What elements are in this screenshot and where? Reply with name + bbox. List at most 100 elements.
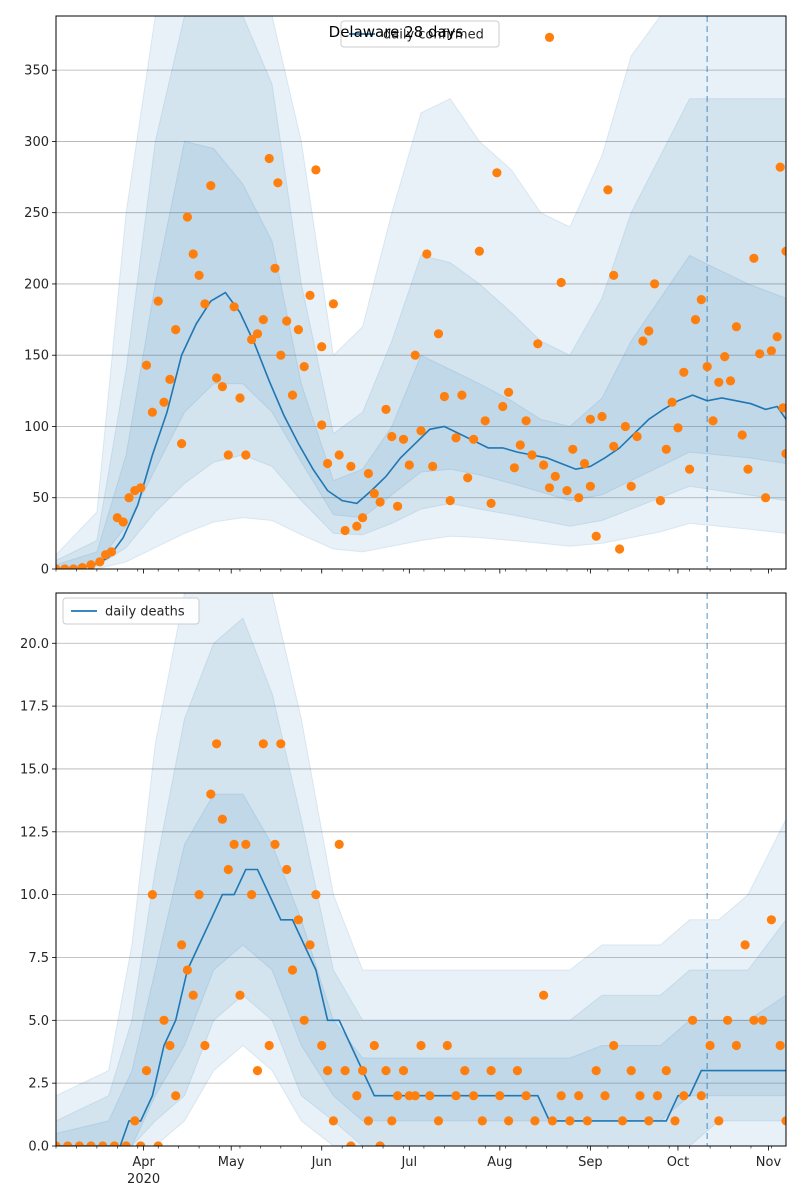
data-point (56, 1141, 61, 1146)
data-point (679, 1091, 689, 1101)
data-point (515, 440, 525, 450)
data-point (206, 789, 216, 799)
data-point (206, 181, 216, 191)
data-point (743, 464, 753, 474)
data-point (188, 990, 198, 1000)
data-point (661, 1066, 671, 1076)
data-point (714, 1116, 724, 1126)
data-point (781, 1116, 786, 1126)
data-point (212, 739, 222, 749)
data-point (293, 325, 303, 335)
data-point (556, 277, 566, 288)
data-point (165, 374, 175, 384)
data-point (533, 339, 543, 349)
data-point (387, 1116, 397, 1126)
data-point (159, 397, 169, 407)
data-point (463, 473, 473, 483)
data-point (317, 342, 327, 352)
y-tick-label: 300 (24, 135, 49, 150)
data-point (486, 1066, 496, 1076)
data-point (200, 299, 210, 309)
data-point (638, 336, 648, 346)
data-point (775, 162, 785, 172)
data-point (652, 1091, 663, 1101)
data-point (696, 1091, 706, 1101)
data-point (177, 940, 187, 950)
data-point (544, 32, 555, 43)
data-point (136, 483, 146, 493)
uncertainty-band (56, 16, 786, 569)
data-point (688, 1015, 698, 1025)
data-point (749, 1015, 759, 1025)
data-point (311, 165, 321, 175)
data-point (171, 1091, 181, 1101)
data-point (264, 153, 274, 164)
data-point (86, 560, 96, 569)
data-point (597, 411, 607, 422)
data-point (217, 382, 227, 392)
data-point (720, 352, 730, 362)
data-point (410, 350, 420, 360)
data-point (539, 990, 549, 1000)
data-point (98, 1141, 108, 1146)
uncertainty-band (56, 16, 786, 569)
data-point (398, 434, 409, 444)
data-point (761, 493, 771, 503)
data-point (375, 1141, 385, 1146)
data-point (460, 1066, 470, 1076)
data-point (451, 433, 461, 443)
data-point (655, 496, 666, 506)
data-point (95, 557, 105, 567)
data-point (252, 1066, 263, 1076)
data-point (346, 1141, 356, 1146)
data-point (323, 1066, 333, 1076)
y-tick-label: 10.0 (20, 888, 49, 903)
data-point (369, 1040, 379, 1051)
data-point (410, 1091, 420, 1101)
data-point (352, 521, 362, 531)
data-point (696, 295, 706, 305)
data-point (556, 1091, 566, 1101)
data-point (474, 246, 484, 256)
data-point (252, 329, 263, 339)
uncertainty-band (56, 593, 786, 1146)
legend-box (62, 597, 200, 625)
data-point (235, 990, 245, 1000)
data-point (565, 1116, 575, 1126)
data-point (346, 461, 356, 471)
data-point (63, 1141, 73, 1146)
data-point (241, 839, 251, 850)
data-point (200, 1040, 210, 1051)
plot-area (56, 16, 786, 569)
data-point (393, 501, 403, 511)
data-point (282, 864, 292, 875)
data-point (781, 246, 786, 256)
data-point (147, 890, 157, 900)
data-point (428, 461, 438, 471)
deaths-panel: 0.0 2.5 5.0 7.5 10.0 12.5 15.0 17.5 20.0 Apr 2020 M… (20, 592, 787, 1187)
data-point (498, 401, 508, 412)
data-point (433, 1116, 444, 1126)
data-point (124, 493, 134, 503)
legend-label: daily deaths (105, 605, 185, 620)
data-point (121, 1141, 131, 1146)
y-tick-label: 150 (24, 349, 49, 364)
data-point (352, 1091, 362, 1101)
data-point (311, 890, 321, 900)
uncertainty-band (56, 617, 786, 1146)
data-point (375, 497, 385, 507)
data-point (334, 839, 344, 850)
uncertainty-band (56, 140, 786, 569)
data-point (287, 390, 298, 400)
confirmed-panel: 0 50 100 150 200 250 300 350 daily confirmedDela… (24, 15, 787, 578)
data-point (740, 940, 750, 950)
y-tick-label: 50 (32, 491, 49, 506)
y-tick-label: 17.5 (20, 700, 49, 715)
data-point (223, 864, 233, 875)
data-point (609, 1040, 619, 1051)
x-tick-label: Nov (756, 1155, 782, 1170)
data-point (495, 1091, 505, 1101)
data-point (781, 449, 786, 459)
data-point (182, 212, 192, 222)
data-point (317, 1040, 327, 1051)
